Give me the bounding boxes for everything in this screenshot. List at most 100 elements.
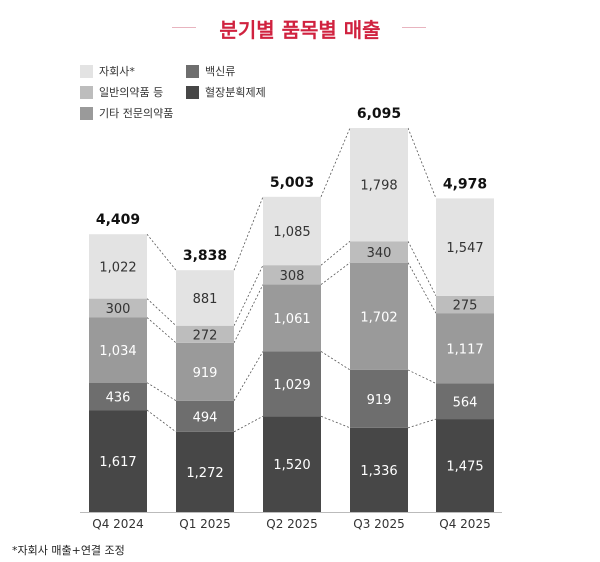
connector-line — [320, 262, 351, 285]
legend-label-plasma: 혈장분획제제 — [205, 86, 266, 99]
data-label-q3-2025-s2: 1,702 — [360, 310, 397, 325]
connector-line — [146, 409, 177, 433]
data-label-q4-2025-s1: 564 — [453, 395, 478, 410]
legend-label-other-rx: 기타 전문의약품 — [99, 107, 174, 120]
bar-segment-q3-2025-s0 — [350, 427, 408, 512]
connector-line — [146, 382, 177, 402]
connector-line — [146, 317, 177, 344]
connector-line — [233, 264, 264, 326]
legend-swatch-other-rx — [80, 106, 93, 120]
data-label-q4-2024-s1: 436 — [106, 390, 131, 405]
bar-segment-q4-2024-s2 — [89, 317, 147, 383]
connector-line — [407, 127, 437, 199]
bar-segment-q2-2025-s3 — [263, 265, 321, 285]
data-label-q1-2025-s0: 1,272 — [186, 466, 223, 481]
data-label-q2-2025-s4: 1,085 — [273, 225, 310, 240]
legend-item-subsidiary: 자회사* — [80, 63, 135, 79]
legend-item-vaccine: 백신류 — [186, 63, 235, 79]
chart-title: 분기별 품목별 매출 — [219, 18, 381, 42]
data-label-q4-2024-s3: 300 — [106, 302, 131, 317]
connector-line — [320, 240, 351, 266]
legend-label-otc: 일반의약품 등 — [99, 86, 164, 99]
bar-segment-q1-2025-s2 — [176, 342, 234, 401]
bar-segment-q2-2025-s1 — [263, 351, 321, 417]
bar-segment-q4-2025-s4 — [436, 198, 494, 296]
connector-line — [233, 284, 264, 344]
data-label-q3-2025-s4: 1,798 — [360, 179, 397, 194]
connector-line — [320, 351, 351, 371]
data-label-q3-2025-s1: 919 — [367, 393, 392, 408]
data-label-q1-2025-s3: 272 — [193, 328, 218, 343]
x-tick-label-q4-2024: Q4 2024 — [92, 517, 143, 531]
connector-line — [320, 127, 351, 197]
data-label-q4-2024-s0: 1,617 — [99, 455, 136, 470]
bar-segment-q3-2025-s4 — [350, 128, 408, 242]
total-label-q1-2025: 3,838 — [183, 248, 227, 264]
legend-swatch-subsidiary — [80, 64, 93, 78]
bar-segment-q4-2024-s4 — [89, 234, 147, 299]
footnote: *자회사 매출+연결 조정 — [12, 544, 125, 557]
x-tick-label-q4-2025: Q4 2025 — [439, 517, 490, 531]
connector-line — [320, 415, 351, 429]
bar-segment-q1-2025-s4 — [176, 270, 234, 326]
connector-line — [146, 233, 177, 271]
legend-item-otc: 일반의약품 등 — [80, 84, 163, 100]
bar-segment-q1-2025-s1 — [176, 400, 234, 432]
connector-line — [407, 369, 437, 384]
legend-swatch-plasma — [186, 85, 199, 99]
bar-segment-q4-2024-s0 — [89, 410, 147, 512]
bar-segment-q4-2025-s3 — [436, 295, 494, 314]
x-tick-label-q3-2025: Q3 2025 — [353, 517, 404, 531]
connector-line — [146, 298, 177, 326]
legend-swatch-vaccine — [186, 64, 199, 78]
data-label-q4-2025-s2: 1,117 — [446, 342, 483, 357]
data-label-q4-2024-s4: 1,022 — [99, 260, 136, 275]
data-label-q1-2025-s1: 494 — [193, 410, 218, 425]
connector-line — [407, 418, 437, 429]
total-label-q4-2024: 4,409 — [96, 212, 140, 228]
x-tick-label-q1-2025: Q1 2025 — [179, 517, 230, 531]
x-tick-label-q2-2025: Q2 2025 — [266, 517, 317, 531]
bar-segment-q2-2025-s2 — [263, 284, 321, 352]
legend-item-plasma: 혈장분획제제 — [186, 84, 266, 100]
total-label-q4-2025: 4,978 — [443, 176, 487, 192]
bar-segment-q3-2025-s2 — [350, 262, 408, 370]
connector-line — [407, 262, 437, 314]
data-label-q2-2025-s2: 1,061 — [273, 312, 310, 327]
data-label-q3-2025-s0: 1,336 — [360, 464, 397, 479]
data-label-q2-2025-s1: 1,029 — [273, 378, 310, 393]
data-label-q4-2024-s2: 1,034 — [99, 344, 136, 359]
title-rule-left — [172, 27, 196, 28]
bar-segment-q1-2025-s0 — [176, 431, 234, 512]
bar-segment-q4-2025-s0 — [436, 419, 494, 512]
data-label-q2-2025-s3: 308 — [280, 269, 305, 284]
connector-line — [233, 196, 264, 271]
legend-label-subsidiary: 자회사* — [99, 65, 135, 78]
legend-label-vaccine: 백신류 — [205, 65, 236, 78]
bar-segment-q4-2024-s3 — [89, 298, 147, 318]
bar-segment-q1-2025-s3 — [176, 325, 234, 343]
data-label-q2-2025-s0: 1,520 — [273, 458, 310, 473]
data-label-q1-2025-s2: 919 — [193, 366, 218, 381]
total-label-q2-2025: 5,003 — [270, 175, 314, 191]
title-rule-right — [402, 27, 426, 28]
legend-item-other-rx: 기타 전문의약품 — [80, 105, 173, 121]
data-label-q4-2025-s0: 1,475 — [446, 460, 483, 475]
bar-segment-q2-2025-s4 — [263, 196, 321, 266]
bar-segment-q4-2025-s1 — [436, 383, 494, 420]
bar-segment-q2-2025-s0 — [263, 416, 321, 512]
connector-line — [233, 351, 264, 401]
bar-segment-q4-2024-s1 — [89, 382, 147, 411]
data-label-q4-2025-s4: 1,547 — [446, 241, 483, 256]
bar-segment-q4-2025-s2 — [436, 313, 494, 384]
bar-segment-q3-2025-s1 — [350, 369, 408, 428]
total-label-q3-2025: 6,095 — [357, 106, 401, 122]
data-label-q3-2025-s3: 340 — [367, 246, 392, 261]
connector-line — [233, 415, 264, 433]
bar-segment-q3-2025-s3 — [350, 241, 408, 263]
data-label-q4-2025-s3: 275 — [453, 299, 478, 314]
legend-swatch-otc — [80, 85, 93, 99]
data-label-q1-2025-s4: 881 — [193, 292, 218, 307]
